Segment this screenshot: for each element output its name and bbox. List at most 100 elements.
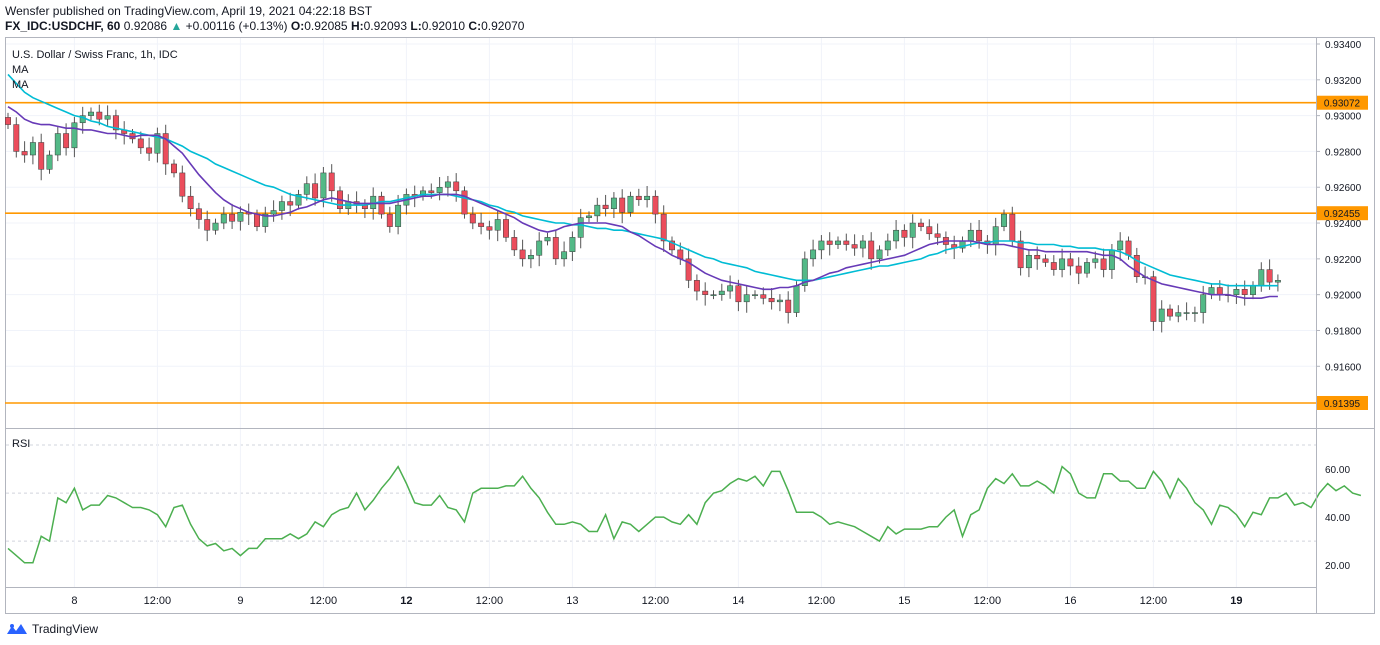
last-price: 0.92086 (123, 19, 168, 33)
symbol-ohlc-bar: FX_IDC:USDCHF, 60 0.92086 ▲ +0.00116 (+0… (5, 19, 524, 33)
price-tick-label: 0.92200 (1325, 255, 1362, 266)
candle-body (669, 240, 675, 251)
candle-body (1133, 255, 1140, 278)
candle-body (1183, 312, 1190, 314)
candle-body (1034, 255, 1041, 260)
level-price-tag (1317, 206, 1368, 221)
candle-body (386, 213, 393, 227)
rsi-line (7, 465, 1362, 564)
candle-body (527, 255, 534, 260)
candle-body (901, 229, 908, 238)
candle-body (619, 197, 626, 213)
price-tick-label: 0.91800 (1325, 326, 1362, 337)
candle-body (718, 290, 725, 295)
candle-body (1075, 265, 1082, 274)
time-tick-label: 19 (1230, 595, 1242, 607)
candle-body (71, 122, 78, 149)
candle-body (934, 233, 941, 238)
candle-body (1200, 294, 1207, 313)
chart-title: U.S. Dollar / Swiss Franc, 1h, IDC (12, 49, 178, 61)
level-price-tag (1317, 95, 1368, 110)
candle-body (112, 115, 119, 131)
candle-body (1050, 262, 1057, 270)
candle-body (577, 217, 584, 238)
footer-branding[interactable]: TradingView (6, 622, 98, 636)
price-tick-label: 0.93200 (1325, 76, 1362, 87)
candle-body (303, 183, 310, 195)
candle-body (1274, 280, 1281, 283)
candle-body (54, 133, 61, 156)
candle-body (13, 124, 20, 152)
candle-body (760, 294, 767, 299)
candle-body (1067, 258, 1074, 267)
candle-body (320, 172, 327, 199)
level-price-tag (1317, 395, 1368, 410)
close-value: 0.92070 (481, 19, 525, 33)
candle-body (1025, 255, 1032, 269)
candle-body (287, 201, 294, 206)
moving-averages (7, 73, 1278, 300)
candle-body (104, 115, 111, 120)
candle-body (511, 237, 518, 251)
publish-info: Wensfer published on TradingView.com, Ap… (5, 4, 373, 18)
candle-body (710, 294, 717, 296)
candle-body (96, 111, 103, 120)
candle-body (212, 222, 219, 231)
low-value: 0.92010 (421, 19, 466, 33)
candle-body (1100, 258, 1107, 270)
candle-body (262, 213, 269, 227)
symbol-label: FX_IDC:USDCHF, 60 (5, 19, 121, 33)
candle-body (461, 190, 468, 215)
candle-body (154, 133, 161, 154)
candle-body (1125, 240, 1132, 256)
candle-body (644, 195, 651, 201)
candle-body (893, 229, 900, 242)
candle-body (594, 204, 601, 217)
candle-body (918, 222, 924, 227)
candle-body (63, 133, 70, 149)
candle-body (1084, 262, 1090, 274)
candle-body (1191, 312, 1198, 314)
candle-body (378, 195, 385, 215)
price-tick-label: 0.93000 (1325, 112, 1362, 123)
candle-body (776, 299, 783, 303)
candle-body (818, 240, 825, 251)
candle-body (909, 222, 916, 238)
candle-body (1158, 308, 1165, 322)
candle-body (1017, 240, 1024, 269)
candle-body (727, 285, 734, 292)
axes: 0.93400 0.93200 0.93000 0.92800 0.92600 0.924… (71, 40, 1361, 607)
high-label: H: (350, 19, 364, 33)
candle-body (436, 186, 443, 193)
candle-body (544, 237, 551, 242)
candle-body (469, 213, 476, 224)
candle-body (453, 181, 460, 192)
candle-body (536, 240, 543, 256)
ma-legend-2: MA (12, 79, 29, 91)
candle-body (561, 251, 568, 260)
candle-body (295, 194, 302, 206)
candle-body (859, 240, 866, 249)
candle-body (743, 294, 750, 303)
candle-body (395, 204, 402, 227)
candle-body (1216, 287, 1223, 295)
open-label: O: (290, 19, 305, 33)
time-tick-label: 12:00 (974, 595, 1002, 607)
candle-body (801, 258, 808, 286)
time-tick-label: 16 (1064, 595, 1076, 607)
candle-body (876, 249, 883, 260)
rsi-legend: RSI (12, 438, 30, 450)
candle-body (586, 215, 592, 218)
candle-body (312, 183, 319, 199)
rsi-tick-label: 60.00 (1325, 465, 1350, 476)
candle-body (793, 285, 800, 313)
candle-body (428, 190, 435, 193)
price-tick-label: 0.91600 (1325, 362, 1362, 373)
candle-body (146, 147, 153, 154)
candle-body (610, 197, 617, 209)
candle-body (478, 222, 485, 227)
candle-body (220, 213, 227, 224)
candle-body (270, 210, 277, 215)
candle-body (768, 297, 775, 303)
